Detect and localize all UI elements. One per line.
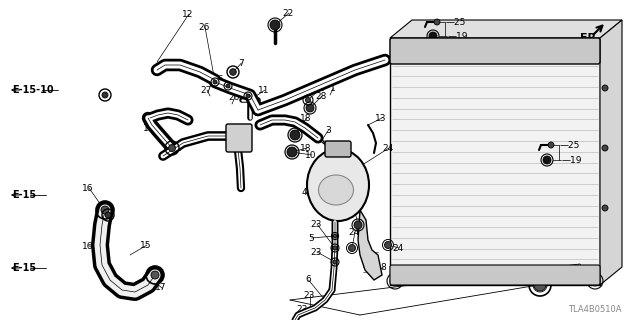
Polygon shape <box>390 20 622 38</box>
Text: 3: 3 <box>325 125 331 134</box>
Circle shape <box>290 130 300 140</box>
Polygon shape <box>358 210 382 280</box>
Circle shape <box>401 271 408 278</box>
Text: 17: 17 <box>173 143 184 153</box>
Text: 23: 23 <box>296 306 307 315</box>
Text: 14: 14 <box>143 124 154 132</box>
Bar <box>390 38 600 285</box>
Text: 17: 17 <box>155 284 166 292</box>
Circle shape <box>543 156 551 164</box>
Text: 11: 11 <box>258 85 269 94</box>
Text: 9: 9 <box>245 135 251 145</box>
Circle shape <box>102 92 108 98</box>
Circle shape <box>406 48 413 54</box>
Circle shape <box>246 94 250 98</box>
Text: 5: 5 <box>308 234 314 243</box>
Circle shape <box>590 276 600 286</box>
FancyBboxPatch shape <box>325 141 351 157</box>
Circle shape <box>105 212 111 218</box>
Circle shape <box>226 84 230 88</box>
Ellipse shape <box>319 175 353 205</box>
Text: 18: 18 <box>300 114 312 123</box>
Text: 26: 26 <box>212 75 223 84</box>
Text: 24: 24 <box>382 143 393 153</box>
Circle shape <box>213 80 217 84</box>
Text: 22: 22 <box>282 9 293 18</box>
FancyBboxPatch shape <box>390 265 600 285</box>
Text: 18: 18 <box>300 143 312 153</box>
Circle shape <box>602 85 608 91</box>
Circle shape <box>306 104 314 112</box>
Circle shape <box>497 48 503 54</box>
Text: 23: 23 <box>310 220 321 228</box>
Circle shape <box>101 206 109 214</box>
Text: 8: 8 <box>380 263 386 273</box>
Text: —25: —25 <box>560 140 580 149</box>
Text: 6: 6 <box>305 276 311 284</box>
Text: —19: —19 <box>562 156 582 164</box>
Text: 16: 16 <box>82 183 93 193</box>
Circle shape <box>602 205 608 211</box>
Circle shape <box>230 69 236 75</box>
Text: 24: 24 <box>348 228 359 236</box>
Text: FR.: FR. <box>580 33 600 43</box>
Text: —20: —20 <box>555 274 575 283</box>
Text: —25: —25 <box>446 18 467 27</box>
Circle shape <box>168 145 175 151</box>
Circle shape <box>434 19 440 25</box>
Text: 27: 27 <box>200 85 211 94</box>
Text: 20: 20 <box>555 273 566 282</box>
Text: 1: 1 <box>330 84 336 92</box>
Text: E-15: E-15 <box>12 190 36 200</box>
Circle shape <box>151 271 159 279</box>
Text: 4: 4 <box>302 188 308 196</box>
Circle shape <box>586 271 593 278</box>
Text: E-15-10: E-15-10 <box>12 85 54 95</box>
Text: 13: 13 <box>375 114 387 123</box>
Circle shape <box>547 48 554 54</box>
FancyBboxPatch shape <box>390 38 600 64</box>
Text: E-15: E-15 <box>12 263 36 273</box>
Circle shape <box>548 142 554 148</box>
Circle shape <box>333 260 337 264</box>
Circle shape <box>305 98 310 102</box>
Text: 21: 21 <box>345 194 356 203</box>
Circle shape <box>436 271 444 278</box>
Text: 2: 2 <box>318 84 324 92</box>
Circle shape <box>333 246 337 250</box>
Text: 26: 26 <box>228 92 239 101</box>
Text: 16: 16 <box>82 242 93 251</box>
FancyBboxPatch shape <box>226 124 252 152</box>
Circle shape <box>486 271 493 278</box>
Circle shape <box>333 234 337 238</box>
Circle shape <box>270 20 280 30</box>
Circle shape <box>447 48 453 54</box>
Text: 23: 23 <box>310 247 321 257</box>
Circle shape <box>385 242 392 249</box>
Text: 12: 12 <box>182 10 193 19</box>
Circle shape <box>534 279 546 291</box>
Text: 28: 28 <box>315 92 326 100</box>
Text: 26: 26 <box>198 22 209 31</box>
Polygon shape <box>600 20 622 285</box>
Text: 15: 15 <box>140 241 152 250</box>
Text: 24: 24 <box>392 244 403 252</box>
Circle shape <box>354 221 362 229</box>
Text: 23: 23 <box>303 291 314 300</box>
Circle shape <box>390 276 400 286</box>
Text: TLA4B0510A: TLA4B0510A <box>568 306 621 315</box>
Circle shape <box>541 271 548 278</box>
Circle shape <box>287 147 297 157</box>
Text: 7: 7 <box>238 59 244 68</box>
Text: 10: 10 <box>305 150 317 159</box>
Ellipse shape <box>307 149 369 221</box>
Circle shape <box>349 244 355 252</box>
Circle shape <box>429 32 437 40</box>
Text: —19: —19 <box>448 31 468 41</box>
Circle shape <box>602 145 608 151</box>
